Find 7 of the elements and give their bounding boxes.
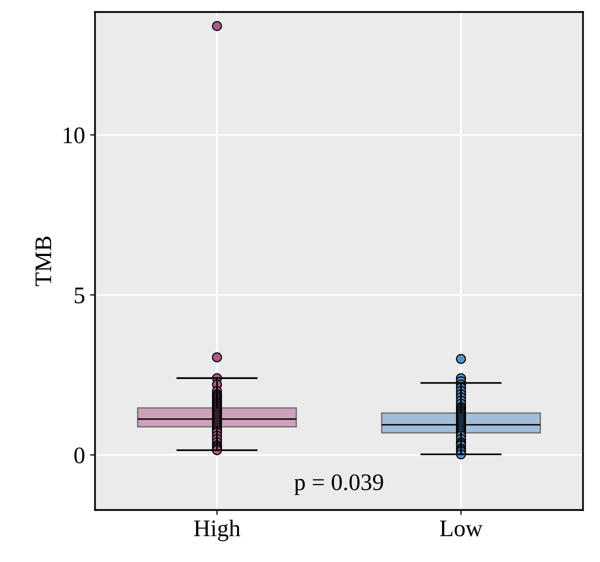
- y-tick-label: 0: [74, 447, 84, 464]
- x-tick-label: Low: [440, 520, 483, 536]
- y-tick-label: 5: [74, 288, 84, 304]
- x-tick-label: High: [194, 520, 240, 542]
- y-axis-title: TMB: [36, 236, 52, 286]
- annotation: p = 0.039: [294, 474, 384, 496]
- y-tick-label: 10: [64, 127, 84, 144]
